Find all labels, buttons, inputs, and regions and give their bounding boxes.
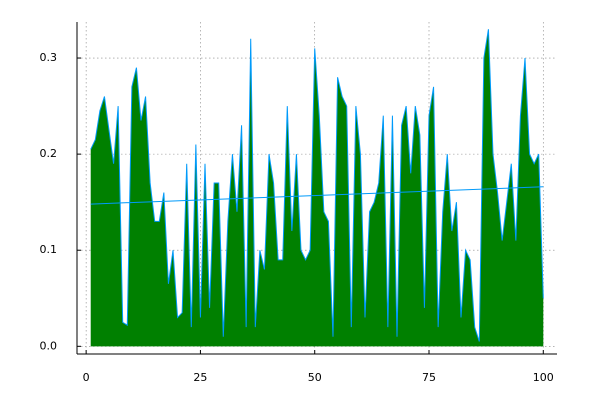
line — [90, 29, 544, 342]
y-tick-label: 0.3 — [40, 51, 58, 64]
x-tick-label: 50 — [308, 371, 322, 384]
x-tick-label: 25 — [193, 371, 207, 384]
line — [90, 186, 544, 205]
y-tick-label: 0.2 — [40, 147, 58, 160]
x-tick-label: 0 — [83, 371, 90, 384]
x-tick-label: 100 — [533, 371, 554, 384]
y-tick-label: 0.0 — [40, 339, 58, 352]
y-tick-label: 0.1 — [40, 243, 58, 256]
area — [90, 29, 544, 347]
x-tick-label: 75 — [422, 371, 436, 384]
